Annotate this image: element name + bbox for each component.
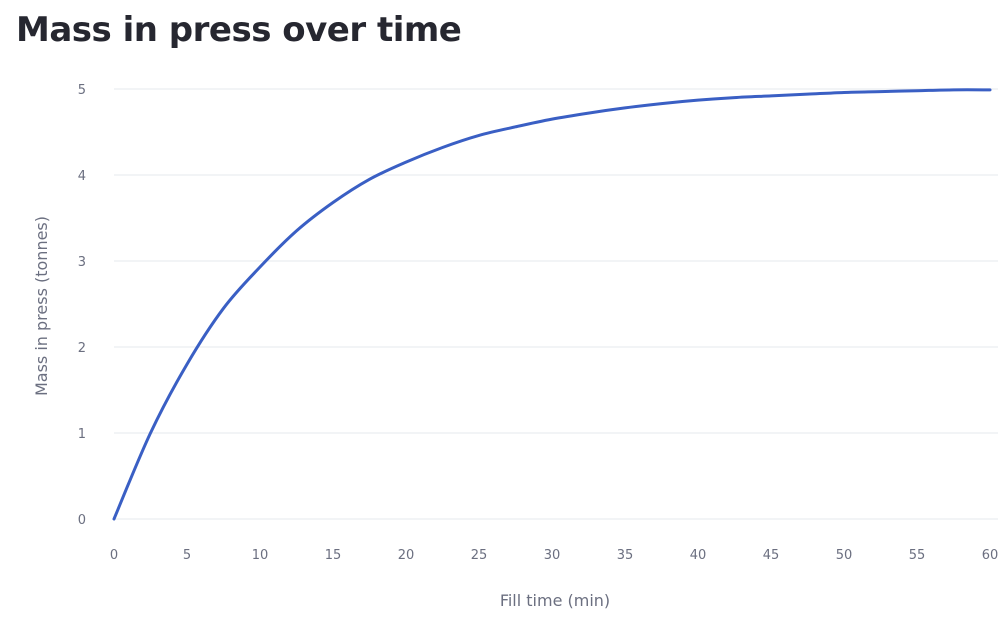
series-layer [112,88,992,521]
x-tick-label: 15 [325,548,342,563]
x-tick-label: 60 [982,548,999,563]
x-axis-title: Fill time (min) [500,591,610,610]
y-tick-label: 4 [78,169,86,184]
y-axis: 0 1 2 3 4 5 [78,83,86,528]
x-tick-label: 20 [398,548,415,563]
y-tick-label: 2 [78,341,86,356]
x-tick-label: 40 [690,548,707,563]
y-tick-label: 0 [78,513,86,528]
x-tick-label: 0 [110,548,118,563]
x-tick-label: 10 [252,548,269,563]
gridlines [114,88,998,520]
x-axis: 0 5 10 15 20 25 30 35 40 45 50 55 60 [110,548,998,563]
x-tick-label: 45 [763,548,780,563]
x-tick-label: 55 [909,548,926,563]
x-tick-label: 25 [471,548,488,563]
y-tick-label: 1 [78,427,86,442]
x-tick-label: 5 [183,548,191,563]
y-tick-label: 3 [78,255,86,270]
series-line [112,88,992,521]
x-tick-label: 30 [544,548,561,563]
x-tick-label: 35 [617,548,634,563]
chart-title: Mass in press over time [16,10,462,50]
y-tick-label: 5 [78,83,86,98]
y-axis-title: Mass in press (tonnes) [32,216,51,396]
x-tick-label: 50 [836,548,853,563]
